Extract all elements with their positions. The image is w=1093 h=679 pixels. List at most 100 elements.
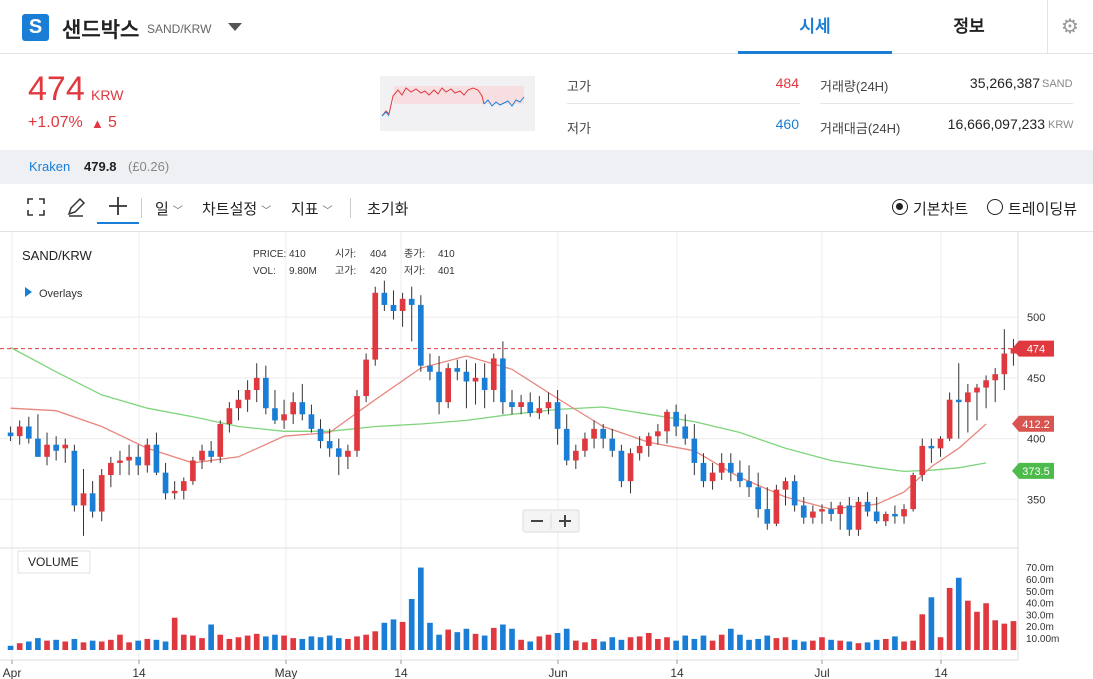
chart-settings-menu[interactable]: 차트설정 ﹀ <box>202 198 271 219</box>
volume-bar <box>208 624 214 650</box>
volume-bar <box>691 638 698 650</box>
basic-chart-label[interactable]: 기본차트 <box>913 201 969 218</box>
tradingview-label[interactable]: 트레이딩뷰 <box>1008 201 1078 218</box>
play-icon[interactable] <box>25 287 32 297</box>
ma-long-badge-shape <box>1012 462 1054 479</box>
volume-bar <box>919 614 926 650</box>
candle <box>481 363 488 409</box>
divider <box>567 103 800 104</box>
volume-bar <box>764 635 771 650</box>
volume-bar <box>819 637 825 650</box>
volume-bar <box>673 640 679 650</box>
tab-info[interactable]: 정보 <box>953 17 985 36</box>
volume-bar <box>253 633 260 650</box>
last-price-badge: 474 <box>1012 340 1054 357</box>
volume-bar <box>171 617 178 650</box>
volume-bar <box>44 640 50 650</box>
volume-bar <box>108 639 114 650</box>
candle-body <box>554 402 561 429</box>
candle-body <box>263 377 269 409</box>
basic-chart-radio[interactable] <box>892 199 908 215</box>
volume-bar <box>418 567 424 650</box>
candle <box>627 448 634 494</box>
candle-body <box>171 490 178 494</box>
zoom-in-icon[interactable] <box>559 515 571 527</box>
candle-body <box>272 408 278 421</box>
tradingview-radio[interactable] <box>987 199 1003 215</box>
candle-body <box>709 472 716 482</box>
volume-bar <box>527 641 534 650</box>
volume-bar <box>1001 623 1008 650</box>
fullscreen-icon[interactable] <box>24 196 48 220</box>
volume-bar <box>636 636 643 650</box>
gear-icon: ⚙ <box>1061 16 1079 38</box>
volume-bar <box>399 621 406 650</box>
volume-bar <box>655 638 661 650</box>
volume-bar <box>791 639 798 650</box>
candle-body <box>71 450 78 506</box>
candle <box>117 450 123 476</box>
candle <box>545 392 552 415</box>
candle-body <box>1001 353 1008 375</box>
candle <box>144 438 151 473</box>
candle-body <box>399 298 406 311</box>
candle <box>673 404 679 437</box>
volume-tick-label: 30.0m <box>1026 610 1054 621</box>
volume-bar <box>892 636 898 650</box>
candle-body <box>791 481 798 506</box>
exchange-name[interactable]: Kraken <box>29 159 71 174</box>
volume-bar <box>25 641 32 650</box>
volume-bar <box>983 603 989 650</box>
candle-body <box>80 493 87 506</box>
candle-body <box>490 358 497 390</box>
volume-bar <box>1010 621 1017 650</box>
candle <box>354 390 360 457</box>
high-label: 고가 <box>567 79 591 94</box>
candle <box>253 363 260 403</box>
chart-grid <box>0 232 1019 661</box>
pencil-icon[interactable] <box>64 196 88 220</box>
candle <box>527 392 534 417</box>
coin-dropdown-icon[interactable] <box>228 23 242 31</box>
x-tick-label: 14 <box>132 666 146 679</box>
period-select[interactable]: 일 ﹀ <box>155 198 183 219</box>
volume-bar <box>7 645 14 650</box>
volume-bar <box>427 622 433 650</box>
volume-bar <box>773 638 780 650</box>
candle <box>746 465 752 497</box>
candle-body <box>62 444 69 449</box>
volume-bar <box>746 639 752 650</box>
overlays-toggle[interactable]: Overlays <box>39 288 83 300</box>
candle <box>664 409 670 444</box>
candle <box>290 392 297 425</box>
volume-tick-label: 20.0m <box>1026 622 1054 633</box>
candle <box>427 353 433 381</box>
divider <box>820 103 1073 104</box>
price-chart[interactable]: 350 400 450 500 10.00m20.0m30.0m40.0m50.0m60… <box>0 232 1093 679</box>
candle-body <box>408 298 415 305</box>
crosshair-icon[interactable] <box>97 194 139 224</box>
volume-label: 거래량(24H) <box>820 79 889 94</box>
candle-body <box>180 481 187 491</box>
candle <box>7 426 14 442</box>
volume-bar <box>372 631 379 650</box>
candle <box>35 414 41 457</box>
candle-body <box>882 513 889 522</box>
sparkline-chart <box>380 76 535 131</box>
volume-bar <box>536 636 543 650</box>
candle-body <box>117 460 123 463</box>
ma-long-badge-text: 373.5 <box>1022 466 1050 478</box>
reset-button[interactable]: 초기화 <box>367 201 409 218</box>
indicators-menu[interactable]: 지표 ﹀ <box>291 198 333 219</box>
candle <box>873 496 880 524</box>
candle-body <box>427 365 433 372</box>
candle <box>263 365 269 415</box>
legend-high-label: 고가: <box>335 265 356 277</box>
settings-button[interactable]: ⚙ <box>1047 0 1093 54</box>
candle-body <box>864 501 871 512</box>
tab-price[interactable]: 시세 <box>738 0 892 54</box>
candle <box>153 432 160 476</box>
volume-bar <box>810 640 816 650</box>
candle <box>408 286 415 342</box>
candle-body <box>618 450 625 482</box>
